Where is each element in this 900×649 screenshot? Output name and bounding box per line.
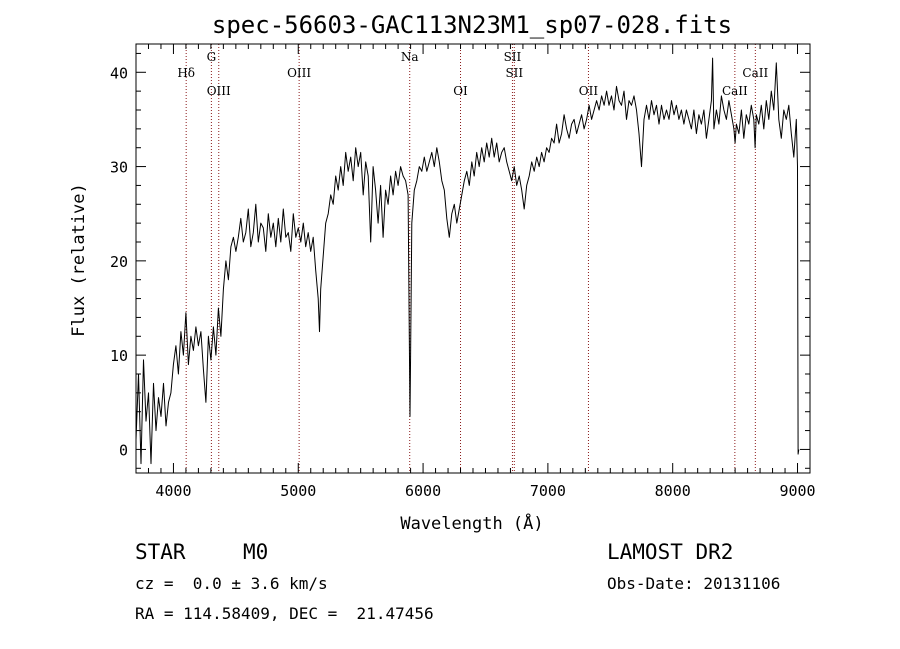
line-label-1: G <box>207 50 217 64</box>
y-axis-label: Flux (relative) <box>69 183 89 337</box>
line-label-3: OIII <box>287 66 311 80</box>
spectrum-series-line <box>135 57 800 465</box>
chart-title: spec-56603-GAC113N23M1_sp07-028.fits <box>212 11 732 39</box>
x-tick-label-3: 7000 <box>530 482 566 500</box>
emission-lines <box>185 44 756 473</box>
y-tick-label-2: 20 <box>110 253 128 271</box>
coordinates: RA = 114.58409, DEC = 21.47456 <box>135 604 434 623</box>
axis-tick-labels: 4000 5000 6000 7000 8000 9000 0 10 20 30 40 <box>110 64 816 500</box>
line-label-6: SII <box>504 50 522 64</box>
x-tick-label-0: 4000 <box>155 482 191 500</box>
line-label-7: SII <box>505 66 523 80</box>
y-tick-label-4: 40 <box>110 64 128 82</box>
line-labels: Hδ G OIII OIII Na OI SII SII OII CaII CaII <box>177 50 768 98</box>
x-axis-label: Wavelength (Å) <box>400 512 543 534</box>
axis-ticks <box>135 44 811 473</box>
x-tick-label-5: 9000 <box>779 482 815 500</box>
line-label-5: OI <box>453 84 468 98</box>
line-label-9: CaII <box>722 84 748 98</box>
x-tick-label-4: 8000 <box>655 482 691 500</box>
line-label-2: OIII <box>207 84 231 98</box>
redshift-value: cz = 0.0 ± 3.6 km/s <box>135 574 328 593</box>
observation-date: Obs-Date: 20131106 <box>607 574 781 593</box>
survey-name: LAMOST DR2 <box>607 540 734 564</box>
y-tick-label-0: 0 <box>119 441 128 459</box>
y-tick-label-1: 10 <box>110 347 128 365</box>
object-class: STAR <box>135 540 186 564</box>
subclass: M0 <box>243 540 269 564</box>
line-label-0: Hδ <box>177 66 195 80</box>
line-label-4: Na <box>401 50 419 64</box>
x-tick-label-1: 5000 <box>280 482 316 500</box>
y-tick-label-3: 30 <box>110 159 128 177</box>
line-label-10: CaII <box>742 66 768 80</box>
x-tick-label-2: 6000 <box>405 482 441 500</box>
line-label-8: OII <box>579 84 599 98</box>
plot-frame <box>135 43 811 474</box>
